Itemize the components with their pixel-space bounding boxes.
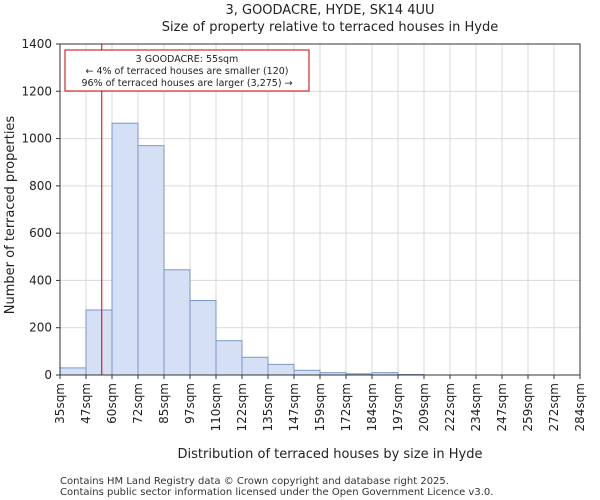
x-tick-label: 159sqm (313, 383, 327, 431)
bar-72sqm (137, 145, 165, 376)
x-tick-label: 122sqm (235, 383, 249, 431)
x-tick-label: 35sqm (53, 383, 67, 424)
x-tick-label: 197sqm (391, 383, 405, 431)
property-marker: 3 GOODACRE: 55sqm ← 4% of terraced house… (64, 44, 310, 375)
bar-97sqm (189, 300, 217, 376)
annotation-line-3: 96% of terraced houses are larger (3,275… (81, 78, 292, 89)
chart-subtitle: Size of property relative to terraced ho… (162, 20, 498, 35)
x-tick-label: 60sqm (105, 383, 119, 424)
x-tick-label: 247sqm (495, 383, 509, 431)
y-tick-label: 800 (29, 179, 52, 193)
x-tick-label: 222sqm (443, 383, 457, 431)
x-tick-label: 72sqm (131, 383, 145, 424)
footer-line-1: Contains HM Land Registry data © Crown c… (60, 476, 449, 487)
bar-47sqm (85, 309, 113, 376)
x-tick-label: 110sqm (209, 383, 223, 431)
bar-110sqm (215, 340, 243, 376)
y-tick-label: 1400 (21, 37, 52, 51)
y-tick-label: 0 (44, 368, 52, 382)
x-tick-label: 209sqm (417, 383, 431, 431)
x-tick-label: 135sqm (261, 383, 275, 431)
y-tick-labels: 0 200 400 600 800 1000 1200 1400 (21, 37, 60, 382)
bars (59, 122, 425, 376)
x-tick-label: 85sqm (157, 383, 171, 424)
x-tick-label: 47sqm (79, 383, 93, 424)
y-axis-label: Number of terraced properties (3, 116, 18, 315)
bar-85sqm (163, 269, 191, 376)
x-tick-label: 172sqm (339, 383, 353, 431)
x-tick-label: 259sqm (521, 383, 535, 431)
x-tick-label: 147sqm (287, 383, 301, 431)
y-tick-label: 1200 (21, 84, 52, 98)
bar-122sqm (241, 356, 269, 376)
plot-frame (59, 43, 581, 376)
bar-135sqm (267, 363, 295, 376)
annotation-line-2: ← 4% of terraced houses are smaller (120… (85, 66, 288, 77)
annotation-box (64, 49, 310, 92)
x-tick-label: 284sqm (573, 383, 587, 431)
x-tick-label: 272sqm (547, 383, 561, 431)
annotation-line-1: 3 GOODACRE: 55sqm (136, 54, 239, 65)
bar-35sqm (59, 367, 87, 376)
footer-line-2: Contains public sector information licen… (60, 487, 493, 498)
chart-title: 3, GOODACRE, HYDE, SK14 4UU (225, 3, 434, 18)
x-tick-labels: 35sqm 47sqm 60sqm 72sqm 85sqm 97sqm 110sqm 122s… (53, 375, 587, 431)
y-tick-label: 600 (29, 226, 52, 240)
y-tick-label: 1000 (21, 132, 52, 146)
x-tick-label: 234sqm (469, 383, 483, 431)
bar-147sqm (293, 369, 321, 376)
bar-60sqm (111, 122, 139, 376)
y-tick-label: 200 (29, 321, 52, 335)
x-tick-label: 97sqm (183, 383, 197, 424)
y-tick-label: 400 (29, 273, 52, 287)
x-tick-label: 184sqm (365, 383, 379, 431)
x-axis-label: Distribution of terraced houses by size … (178, 447, 483, 462)
